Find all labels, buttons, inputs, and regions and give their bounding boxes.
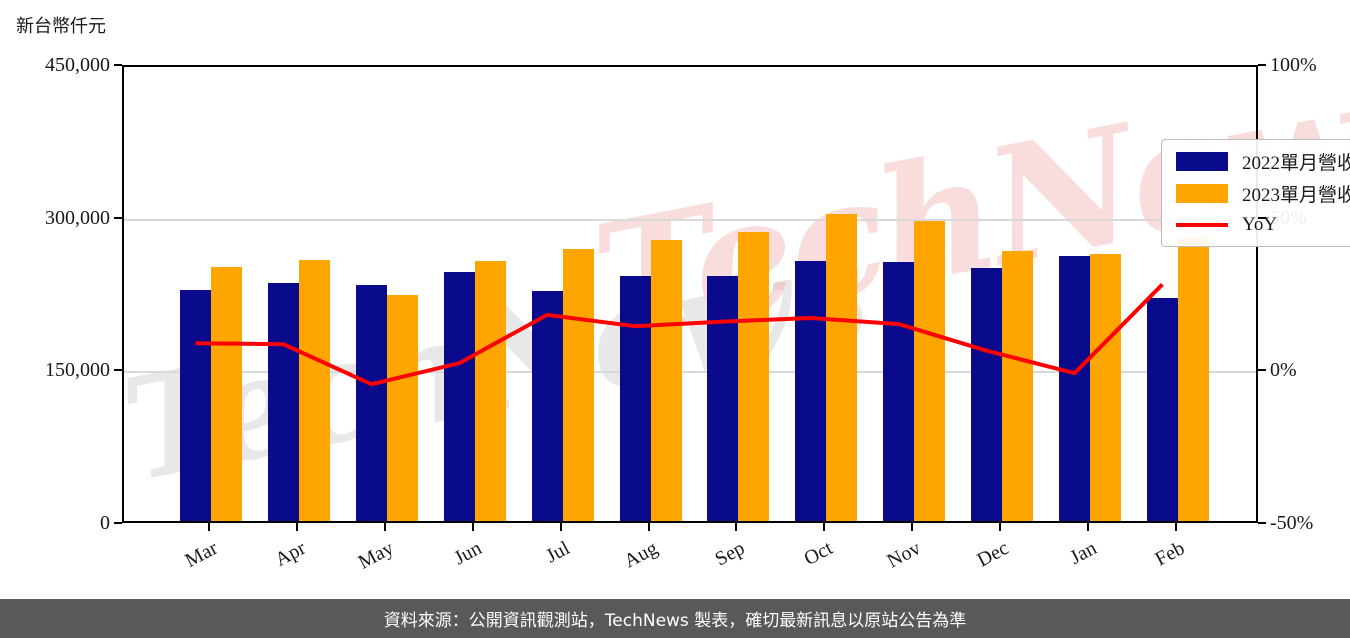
x-tick-Aug [647,523,650,531]
x-tick-Nov [911,523,914,531]
bar-2023單月營收-Jun [474,261,506,521]
y-right-tick-50 [1258,216,1266,219]
yoy-polyline [195,282,1164,387]
gridline-300000 [124,218,1256,221]
x-tick-label-Feb: Feb [1151,537,1189,571]
y-left-label-0: 0 [100,512,110,534]
x-tick-Feb [1174,523,1177,531]
x-tick-label-Mar: Mar [181,537,222,573]
y-right-label-100: 100% [1270,54,1317,76]
plot-area: 2022單月營收 2023單月營收 YoY [122,65,1350,523]
bar-2022單月營收-Apr [267,282,299,521]
bar-2022單月營收-Aug [619,275,651,521]
y-axis-unit-label: 新台幣仟元 [16,16,106,37]
y-left-label-150000: 150,000 [45,359,110,382]
bar-2022單月營收-Nov [883,261,915,521]
x-tick-label-Jul: Jul [541,537,573,568]
x-tick-Jan [1087,523,1089,531]
x-tick-label-Nov: Nov [883,537,925,573]
x-tick-Dec [999,523,1002,531]
y-left-tick-300000 [114,216,122,219]
x-tick-label-May: May [354,537,398,574]
y-right-tick-100 [1258,64,1266,66]
x-tick-label-Jun: Jun [450,537,486,570]
bar-2022單月營收-Jul [531,290,563,521]
bar-2023單月營收-Feb [1177,236,1209,521]
y-left-tick-0 [114,522,122,524]
legend-swatch-yoy-line [1176,223,1228,227]
x-tick-label-Apr: Apr [271,537,310,572]
bar-2023單月營收-May [386,294,418,521]
y-left-tick-450000 [114,64,122,66]
x-tick-label-Jan: Jan [1066,537,1101,569]
bar-2022單月營收-May [355,285,387,521]
chart-legend: 2022單月營收 2023單月營收 YoY [1161,139,1350,247]
x-tick-Jun [471,523,474,531]
legend-label-2022: 2022單月營收 [1242,152,1350,174]
legend-label-yoy: YoY [1242,214,1278,235]
footer-bar: 資料來源：公開資訊觀測站，TechNews 製表，確切最新訊息以原站公告為準 [0,599,1350,638]
x-tick-label-Sep: Sep [711,537,749,571]
bar-2023單月營收-Nov [914,221,946,521]
y-right-tick--50 [1258,522,1266,524]
footer-source-text: 資料來源：公開資訊觀測站，TechNews 製表，確切最新訊息以原站公告為準 [383,611,967,631]
y-right-label-0: 0% [1270,359,1297,382]
y-left-label-450000: 450,000 [45,54,110,76]
bar-2022單月營收-Feb [1146,297,1178,521]
gridline-150000 [124,371,1256,374]
bar-2022單月營收-Mar [180,290,211,521]
bar-2022單月營收-Jan [1059,256,1090,521]
bar-2023單月營收-Jan [1090,254,1121,521]
x-tick-label-Dec: Dec [973,537,1013,572]
y-left-label-300000: 300,000 [45,206,110,229]
bar-2022單月營收-Oct [795,260,827,521]
bar-2023單月營收-Sep [738,232,770,521]
x-tick-Sep [735,523,738,531]
bar-2023單月營收-Jul [562,248,594,521]
bar-2022單月營收-Dec [971,268,1003,521]
y-right-label--50: -50% [1270,512,1314,534]
legend-item-2022: 2022單月營收 [1176,148,1350,174]
x-tick-Oct [823,523,826,531]
y-left-tick-150000 [114,369,122,372]
bar-2022單月營收-Jun [443,271,475,521]
bar-2023單月營收-Apr [298,260,330,521]
yoy-line [195,282,1164,387]
bar-2023單月營收-Aug [650,239,682,521]
bar-2023單月營收-Oct [826,214,858,521]
bar-2022單月營收-Sep [707,276,739,521]
legend-swatch-2023 [1176,183,1228,203]
bar-2023單月營收-Dec [1002,251,1034,521]
bar-2023單月營收-Mar [211,267,242,521]
x-tick-label-Aug: Aug [620,537,661,573]
legend-swatch-2022 [1176,151,1228,171]
x-tick-Apr [295,523,298,531]
x-tick-Mar [208,523,210,531]
legend-item-yoy: YoY [1176,212,1350,238]
x-tick-May [383,523,386,531]
legend-label-2023: 2023單月營收 [1242,184,1350,206]
x-tick-label-Oct: Oct [800,537,837,570]
x-tick-Jul [559,523,562,531]
y-right-tick-0 [1258,369,1266,372]
legend-item-2023: 2023單月營收 [1176,180,1350,206]
